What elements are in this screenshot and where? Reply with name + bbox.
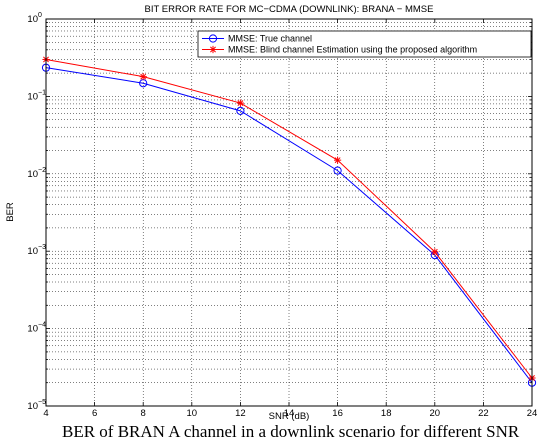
legend-label-true-channel: MMSE: True channel xyxy=(228,34,312,44)
series-line-1 xyxy=(45,58,533,379)
y-tick-exponent: −4 xyxy=(38,322,46,329)
y-tick-label: 10 xyxy=(27,246,38,257)
x-tick-labels: 4 6 8 10 12 14 16 18 20 22 24 xyxy=(43,408,537,419)
x-tick-label: 20 xyxy=(430,408,441,419)
star-stroke-d2 xyxy=(140,73,147,80)
y-tick-label: 10 xyxy=(27,169,38,180)
data-point-circle xyxy=(333,166,342,175)
y-tick-label: 10 xyxy=(27,14,38,25)
y-axis-label: BER xyxy=(5,202,16,222)
x-axis-label: SNR (dB) xyxy=(269,411,310,421)
x-tick-label: 12 xyxy=(235,408,246,419)
star-stroke-d2 xyxy=(237,100,244,107)
legend-marker-blind-estimation xyxy=(209,45,217,54)
legend-label-blind-estimation: MMSE: Blind channel Estimation using the… xyxy=(228,45,477,55)
x-tick-label: 6 xyxy=(92,408,97,419)
data-point-star xyxy=(334,156,342,164)
plot-frame xyxy=(45,18,533,407)
y-tick-exponent: −2 xyxy=(38,167,46,174)
x-tick-label: 10 xyxy=(187,408,198,419)
chart-title: BIT ERROR RATE FOR MC−CDMA (DOWNLINK): B… xyxy=(145,4,434,15)
x-tick-label: 16 xyxy=(332,408,343,419)
x-tick-label: 18 xyxy=(381,408,392,419)
x-tick-label: 22 xyxy=(478,408,489,419)
y-tick-label: 10 xyxy=(27,324,38,335)
y-tick-exponent: −1 xyxy=(38,89,46,96)
data-point-star xyxy=(236,99,244,107)
x-tick-label: 14 xyxy=(284,408,295,419)
ber-chart: BIT ERROR RATE FOR MC−CDMA (DOWNLINK): B… xyxy=(5,4,537,421)
data-point-star xyxy=(139,73,147,81)
x-tick-label: 24 xyxy=(527,408,538,419)
x-tick-label: 4 xyxy=(43,408,48,419)
y-tick-label: 10 xyxy=(27,401,38,412)
legend-marker-true-channel xyxy=(208,34,218,43)
series-line-0 xyxy=(45,67,533,384)
figure-caption: BER of BRAN A channel in a downlink scen… xyxy=(62,422,520,441)
data-point-star xyxy=(431,248,439,256)
star-stroke-d2 xyxy=(334,157,341,164)
legend-star-stroke-d2 xyxy=(210,46,216,53)
y-tick-label: 10 xyxy=(27,91,38,102)
y-tick-exponent: −5 xyxy=(38,399,46,406)
plot-area xyxy=(46,19,532,406)
star-stroke-d2 xyxy=(431,248,438,255)
legend: MMSE: True channel MMSE: Blind channel E… xyxy=(197,30,532,58)
y-tick-exponent: −3 xyxy=(38,244,46,251)
data-point-circle xyxy=(236,106,245,115)
x-tick-label: 8 xyxy=(141,408,146,419)
y-tick-exponent: 0 xyxy=(38,12,42,19)
legend-box xyxy=(197,30,532,58)
series-layer xyxy=(41,55,537,387)
